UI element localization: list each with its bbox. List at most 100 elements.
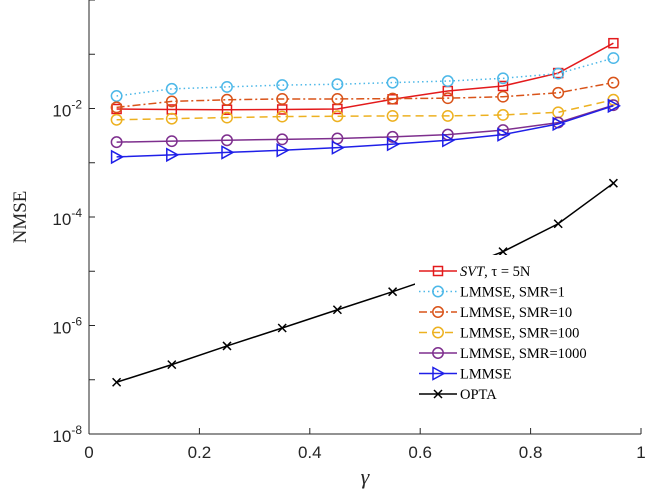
data-point [552,116,566,132]
data-point [276,92,289,105]
data-point [552,86,565,99]
series-line [116,81,614,109]
data-point [386,130,399,143]
data-point [276,142,290,158]
data-point [608,37,619,49]
y-tick-label: 10-4 [52,206,82,229]
data-point [331,92,344,105]
data-point [607,52,620,65]
x-tick-label: 0.2 [188,443,212,462]
legend-label: LMMSE, SMR=100 [460,326,579,342]
data-point [441,75,454,88]
data-point [497,80,509,92]
legend: SVT, τ = 5N LMMSE, SMR=1 LMMSE, SMR=10 LMMS… [415,255,642,410]
data-point [441,109,454,122]
legend-label: OPTA [460,387,497,403]
legend-swatch-marker [432,347,444,359]
data-point [165,95,178,108]
y-axis-label: NMSE [10,191,31,244]
series-5 [110,98,621,165]
data-point [441,92,454,105]
data-point [221,93,233,106]
data-point [332,305,342,315]
legend-item: LMMSE, SMR=100 [419,326,579,342]
x-tick-label: 1 [636,443,645,462]
data-point [221,134,233,147]
series-line [116,99,614,121]
legend-swatch-marker [432,285,444,298]
tick-labels: 0 0.2 0.4 0.6 0.8 1 10-8 10-6 10-4 10-2 [52,98,645,463]
legend-swatch-marker [433,389,443,399]
legend-swatch-marker [432,366,446,381]
data-point [276,133,289,146]
legend-item: OPTA [419,387,497,403]
data-point [167,360,177,370]
data-point [608,178,618,188]
data-point [110,90,123,102]
data-point [497,72,509,85]
data-point [386,76,399,89]
data-point [221,111,233,124]
data-point [276,104,288,115]
data-point [497,109,509,121]
legend-label: LMMSE, SMR=10 [460,305,572,321]
data-point [497,90,509,103]
legend-label: SVT, τ = 5N [460,264,531,280]
legend-swatch-marker [432,306,444,318]
data-point [110,149,125,165]
data-point [221,80,233,93]
legend-swatch-marker [432,265,444,277]
data-point [110,101,123,114]
series-line [116,105,614,158]
data-point [386,92,399,105]
series-1 [110,52,620,102]
legend-swatch-marker [432,326,444,339]
legend-label: LMMSE [460,367,512,383]
x-tick-label: 0 [84,443,93,462]
legend-item: LMMSE, SMR=1000 [419,346,587,362]
data-point [552,106,565,119]
data-point [498,247,508,257]
series-line [116,57,614,97]
data-point [607,76,620,89]
plot-axes [88,0,642,435]
data-point [331,78,344,91]
series-line [116,104,614,143]
y-tick-label: 10-8 [52,423,82,446]
series-2 [110,76,620,114]
series-0 [111,37,619,115]
legend-label: LMMSE, SMR=1 [460,285,565,301]
data-point [553,219,563,229]
legend-item: LMMSE [419,366,512,383]
data-point [552,67,565,80]
data-point [222,341,232,351]
legend-item: LMMSE, SMR=10 [419,305,572,321]
series-line [116,182,614,383]
data-point [388,287,398,297]
data-point [497,127,511,142]
x-tick-label: 0.8 [519,443,543,462]
series-3 [110,93,620,126]
data-point [112,377,122,387]
data-point [331,140,345,155]
data-point [276,79,289,92]
data-point [110,113,123,126]
data-point [166,147,180,163]
legend-label: LMMSE, SMR=1000 [460,346,587,362]
legend-item: LMMSE, SMR=1 [419,285,565,301]
data-point [165,82,178,95]
data-point [165,112,178,125]
y-tick-label: 10-6 [52,315,82,338]
x-axis-label: γ [361,464,371,489]
data-point [331,110,344,123]
data-point [442,132,456,148]
x-tick-label: 0.4 [298,443,322,462]
x-tick-label: 0.6 [408,443,432,462]
data-point [386,136,401,152]
series-4 [110,99,620,149]
series-line [116,42,614,111]
legend-item: SVT, τ = 5N [419,264,531,280]
data-point [165,135,178,148]
data-point [607,98,621,114]
